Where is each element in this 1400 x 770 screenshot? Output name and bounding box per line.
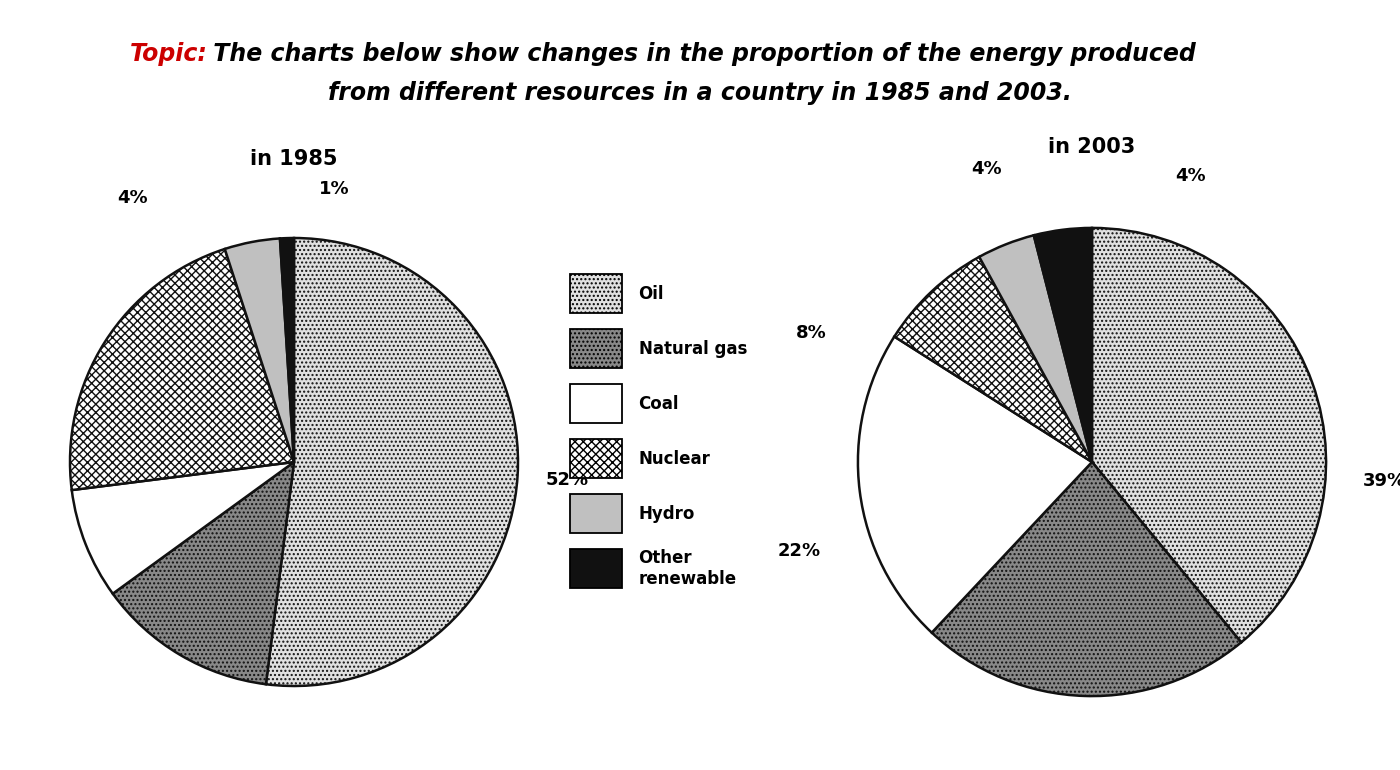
- Text: The charts below show changes in the proportion of the energy produced: The charts below show changes in the pro…: [204, 42, 1196, 66]
- Text: 39%: 39%: [1364, 472, 1400, 490]
- Wedge shape: [71, 462, 294, 594]
- Bar: [570, 549, 622, 588]
- Wedge shape: [225, 239, 294, 462]
- Text: 4%: 4%: [972, 160, 1002, 179]
- Wedge shape: [858, 336, 1092, 633]
- Text: 52%: 52%: [546, 471, 589, 489]
- Wedge shape: [113, 462, 294, 685]
- Text: 8%: 8%: [795, 324, 826, 342]
- Text: 4%: 4%: [118, 189, 148, 206]
- Wedge shape: [979, 236, 1092, 462]
- Wedge shape: [70, 249, 294, 490]
- Wedge shape: [280, 238, 294, 462]
- Bar: [570, 329, 622, 368]
- Wedge shape: [895, 257, 1092, 462]
- Text: Oil: Oil: [638, 285, 664, 303]
- Bar: [570, 494, 622, 534]
- Text: from different resources in a country in 1985 and 2003.: from different resources in a country in…: [328, 81, 1072, 105]
- Title: in 2003: in 2003: [1049, 137, 1135, 157]
- Title: in 1985: in 1985: [251, 149, 337, 169]
- Bar: [570, 439, 622, 478]
- Text: 22%: 22%: [778, 542, 820, 560]
- Bar: [570, 384, 622, 424]
- Text: Nuclear: Nuclear: [638, 450, 710, 467]
- Text: Hydro: Hydro: [638, 504, 694, 523]
- Wedge shape: [1092, 228, 1326, 642]
- Bar: [570, 274, 622, 313]
- Text: Topic:: Topic:: [130, 42, 209, 66]
- Wedge shape: [266, 238, 518, 686]
- Text: 4%: 4%: [1175, 167, 1205, 186]
- Text: 1%: 1%: [319, 179, 350, 198]
- Wedge shape: [1033, 228, 1092, 462]
- Text: Coal: Coal: [638, 395, 679, 413]
- Text: Other
renewable: Other renewable: [638, 549, 736, 588]
- Wedge shape: [932, 462, 1242, 696]
- Text: Natural gas: Natural gas: [638, 340, 748, 358]
